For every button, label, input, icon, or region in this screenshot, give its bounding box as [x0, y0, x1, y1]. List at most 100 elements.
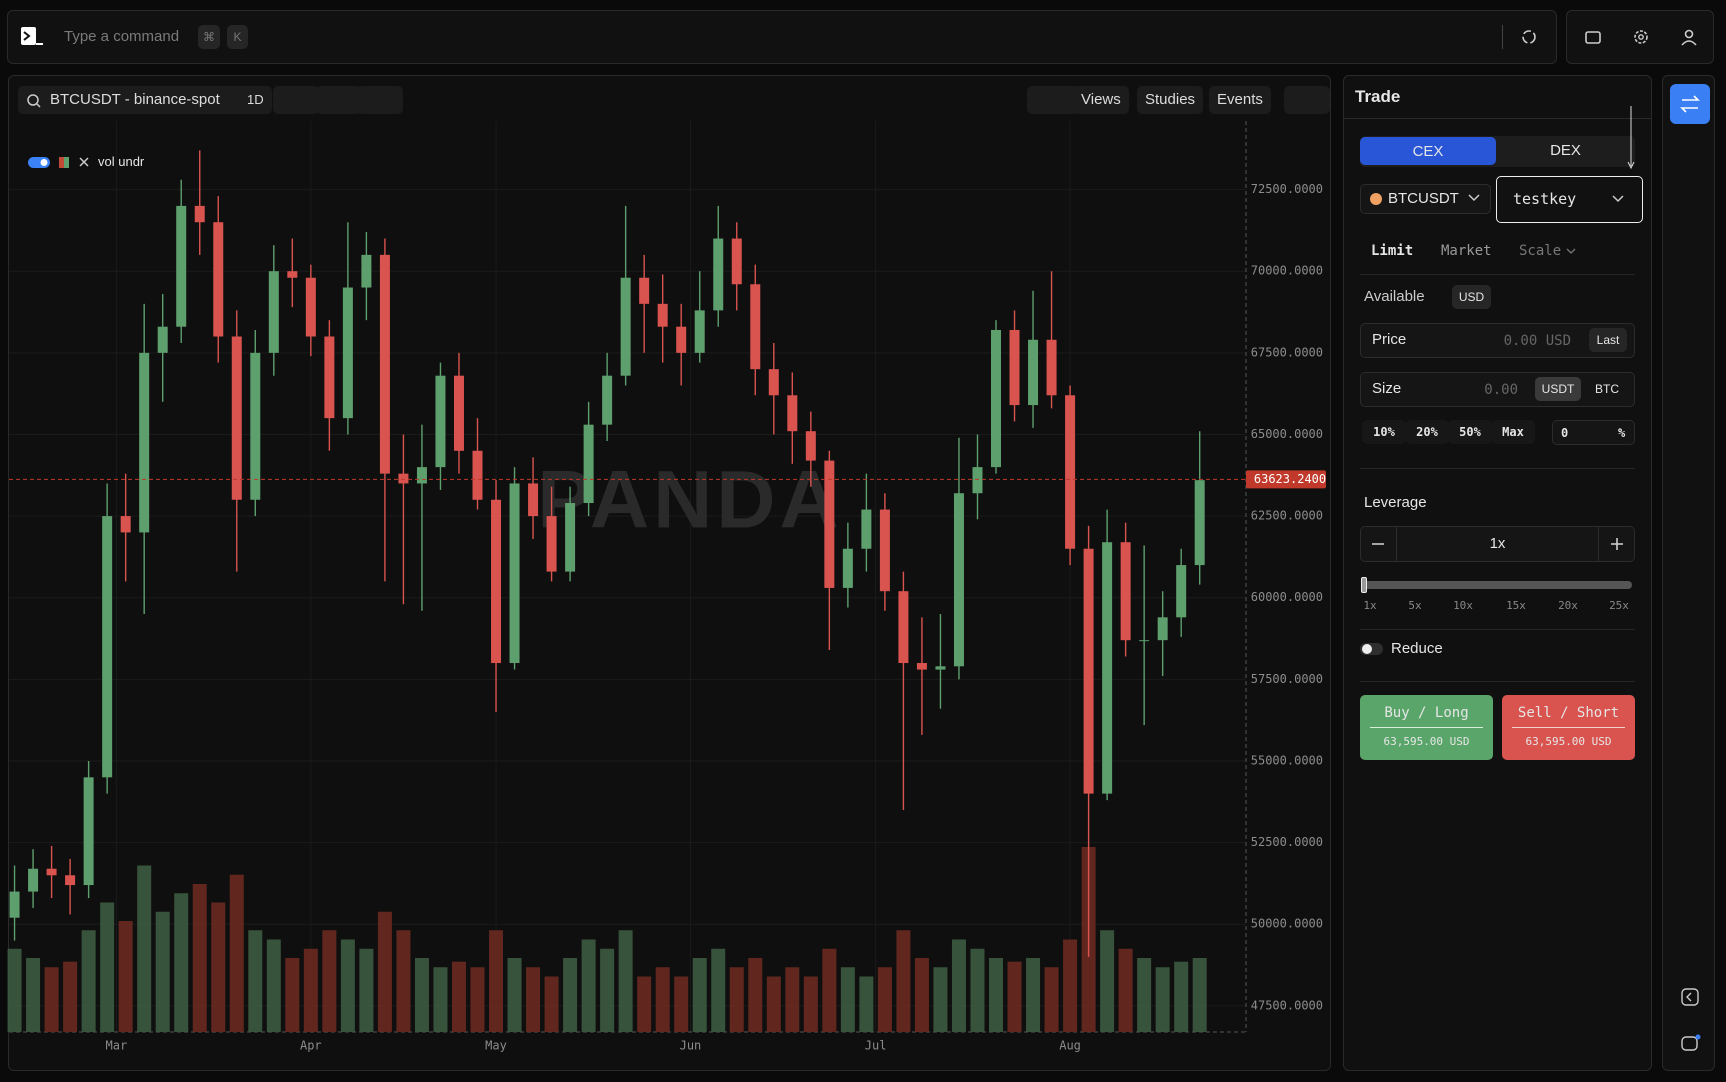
chat-button[interactable] — [1680, 1033, 1702, 1055]
divider — [1370, 727, 1483, 728]
price-tag-label: 63623.2400 — [1254, 472, 1326, 486]
volume-bar — [692, 958, 707, 1032]
user-icon[interactable] — [1680, 28, 1698, 46]
clipboard-button[interactable] — [357, 86, 403, 114]
panel-title: Trade — [1355, 87, 1401, 106]
x-tick-label: Mar — [106, 1039, 128, 1053]
shortcut-key: ⌘ — [198, 25, 220, 49]
size-preset[interactable]: 50% — [1448, 420, 1492, 444]
volume-bar — [526, 967, 541, 1032]
increase-button[interactable] — [1609, 537, 1625, 551]
volume-bar — [433, 967, 448, 1032]
leverage-mark: 10x — [1453, 599, 1473, 612]
volume-bar — [340, 939, 355, 1032]
order-type-tab[interactable]: Scale — [1519, 243, 1562, 259]
volume-bar — [100, 902, 115, 1032]
candle-body — [528, 483, 539, 517]
candle-body — [972, 467, 983, 494]
chevron — [1612, 195, 1624, 203]
volume-bar — [1192, 958, 1207, 1032]
divider — [1360, 629, 1635, 630]
trade-toggle[interactable] — [1670, 84, 1710, 124]
candle-body — [861, 509, 872, 549]
collapse-button[interactable] — [1680, 987, 1700, 1007]
buy-price: 63,595.00 USD — [1383, 735, 1470, 748]
leverage-slider[interactable] — [1362, 581, 1632, 589]
candle-body — [472, 450, 483, 500]
volume-bar — [1044, 967, 1059, 1032]
divider — [1598, 527, 1599, 561]
leverage-value: 1x — [1489, 535, 1506, 552]
reduce-toggle[interactable] — [1360, 642, 1384, 656]
toolbar-button[interactable]: Views — [1073, 86, 1129, 114]
volume-bar — [266, 939, 281, 1032]
candle-body — [46, 868, 57, 876]
candle-body — [1065, 395, 1076, 549]
toolbar-button[interactable]: Studies — [1137, 86, 1204, 114]
volume-bar — [674, 976, 689, 1032]
settings-icon[interactable] — [1632, 28, 1650, 46]
volume-bar — [192, 884, 207, 1032]
candle-body — [953, 493, 964, 667]
size-input[interactable] — [1360, 372, 1635, 407]
volume-bar — [581, 939, 596, 1032]
candle-body — [1102, 542, 1113, 794]
divider — [1360, 468, 1635, 469]
volume-bar — [989, 958, 1004, 1032]
volume-bar — [470, 967, 485, 1032]
legend-controls[interactable] — [28, 154, 100, 170]
volume-bar — [118, 921, 133, 1032]
candle-body — [305, 277, 316, 337]
candle-body — [287, 271, 298, 278]
candle-body — [824, 460, 835, 588]
screenshot-button[interactable] — [1284, 86, 1330, 114]
volume-bar — [766, 976, 781, 1032]
candle-body — [750, 284, 761, 370]
size-preset[interactable]: 20% — [1405, 420, 1449, 444]
size-preset[interactable]: Max — [1491, 420, 1535, 444]
candle-body — [1046, 339, 1057, 396]
candle-body — [879, 509, 890, 592]
divider — [1360, 681, 1635, 682]
candle-body — [9, 891, 20, 918]
percent-input[interactable] — [1552, 420, 1635, 445]
command-placeholder[interactable]: Type a command — [64, 28, 180, 45]
chart-style-button[interactable] — [1027, 86, 1079, 114]
interval-button[interactable]: 1D — [239, 86, 272, 114]
search-icon — [27, 94, 41, 108]
chevron — [1566, 248, 1576, 254]
decrease-button[interactable] — [1370, 537, 1386, 551]
slider-handle[interactable] — [1361, 577, 1367, 593]
currency-pill[interactable]: USD — [1452, 285, 1491, 309]
candle-body — [676, 326, 687, 353]
size-unit[interactable]: USDT — [1535, 377, 1581, 401]
y-tick-label: 60000.0000 — [1251, 590, 1323, 604]
symbol-search[interactable]: BTCUSDT - binance-spot — [18, 86, 269, 114]
add-button[interactable] — [316, 86, 362, 114]
size-preset[interactable]: 10% — [1362, 420, 1406, 444]
order-type-tab[interactable]: Market — [1441, 243, 1492, 259]
divider — [1360, 274, 1635, 275]
command-bar[interactable] — [7, 10, 1557, 64]
draw-button[interactable] — [273, 86, 319, 114]
candle-body — [102, 516, 113, 778]
venue-tab[interactable]: DEX — [1550, 142, 1581, 159]
wallet-icon[interactable] — [1584, 28, 1602, 46]
sell-label: Sell / Short — [1517, 705, 1620, 721]
recycle-icon[interactable] — [1520, 28, 1538, 46]
volume-bar — [1026, 958, 1041, 1032]
venue-tab[interactable]: CEX — [1360, 137, 1496, 165]
divider — [1512, 727, 1625, 728]
volume-bar — [1118, 948, 1133, 1032]
volume-bar — [840, 967, 855, 1032]
toolbar-button[interactable]: Events — [1209, 86, 1271, 114]
price-label: Price — [1372, 331, 1407, 348]
order-type-tab[interactable]: Limit — [1371, 243, 1414, 259]
volume-bar — [137, 865, 152, 1032]
candle-body — [1176, 565, 1187, 618]
x-tick-label: May — [485, 1039, 507, 1053]
size-unit[interactable]: BTC — [1595, 382, 1619, 396]
last-price-button[interactable]: Last — [1589, 328, 1627, 352]
leverage-mark: 5x — [1408, 599, 1422, 612]
